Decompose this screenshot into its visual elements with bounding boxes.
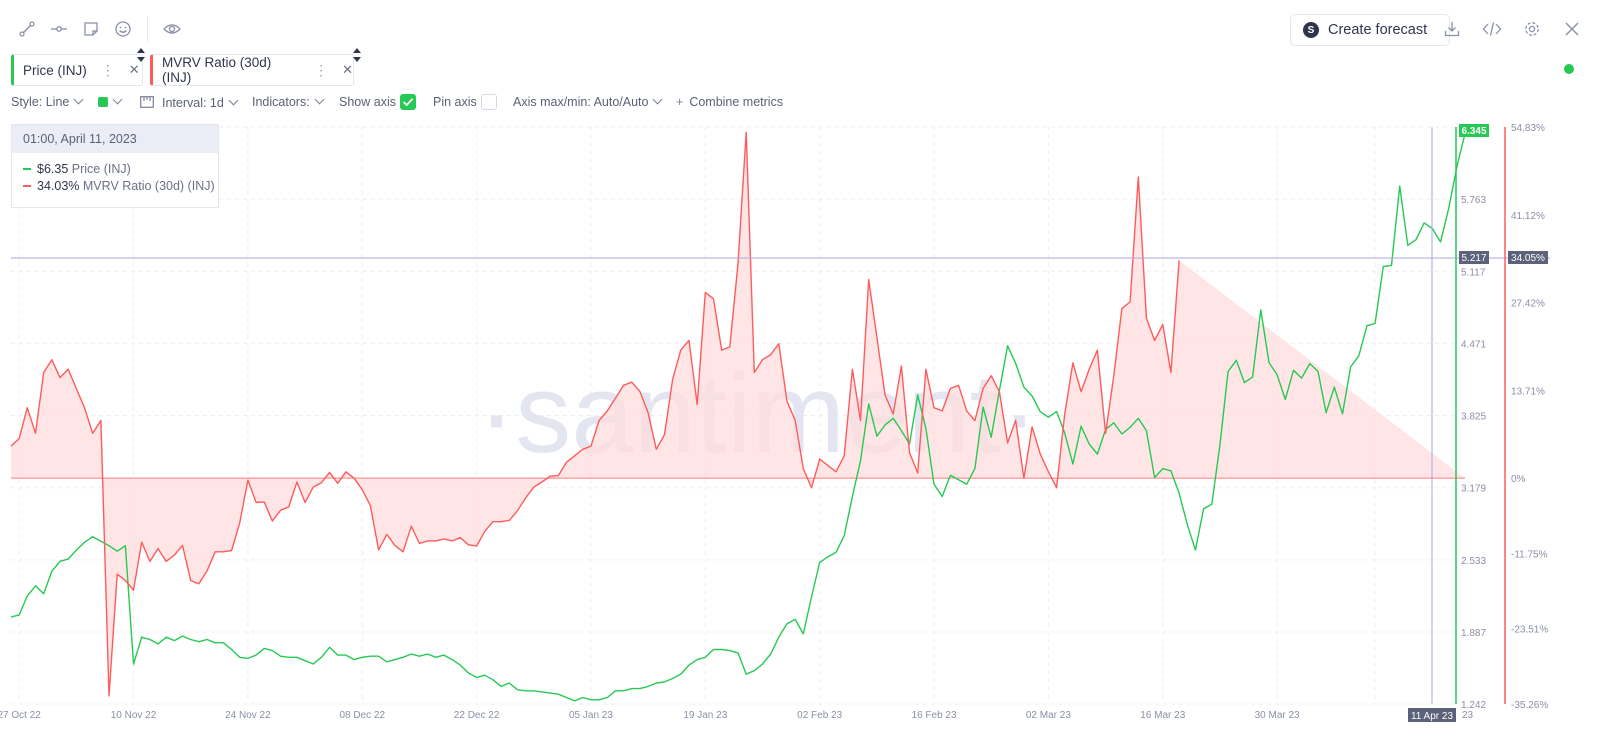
- metric-tab-mvrv[interactable]: MVRV Ratio (30d) (INJ) ⋮ ✕: [150, 54, 354, 86]
- x-axis-tick-label: 02 Feb 23: [797, 710, 842, 721]
- metric-tab-price[interactable]: Price (INJ) ⋮ ✕: [11, 54, 143, 86]
- show-axis-checkbox[interactable]: [400, 94, 416, 110]
- tooltip-date: 01:00, April 11, 2023: [12, 125, 218, 153]
- axis-maxmin-label: Axis max/min: Auto/Auto: [513, 95, 649, 109]
- axis-maxmin-dropdown[interactable]: Axis max/min: Auto/Auto: [513, 94, 663, 109]
- price-axis-tick-label: 5.763: [1461, 195, 1486, 206]
- x-axis-tick-label: 27 Oct 22: [0, 710, 41, 721]
- x-axis-tick-label: 16 Mar 23: [1140, 710, 1185, 721]
- price-axis-tick-label: 5.117: [1461, 267, 1486, 278]
- tooltip-price-name: Price (INJ): [71, 162, 131, 176]
- interval-label: Interval: 1d: [162, 96, 224, 110]
- x-axis-tick-label: 10 Nov 22: [111, 710, 157, 721]
- price-axis-tick-label: 2.533: [1461, 556, 1486, 567]
- ruler-icon: [140, 96, 154, 108]
- live-status-dot: [1564, 64, 1574, 74]
- style-label: Style: Line: [11, 95, 70, 109]
- chart-tooltip: 01:00, April 11, 2023 $6.35 Price (INJ) …: [11, 124, 219, 208]
- series-color-swatch: [98, 97, 108, 107]
- show-axis-label: Show axis: [339, 95, 396, 109]
- mvrv-area: [11, 132, 1465, 696]
- mvrv-axis-tick-label: 41.12%: [1511, 211, 1545, 222]
- settings-icon[interactable]: [1517, 14, 1547, 44]
- x-axis-tick-label: 23: [1462, 710, 1474, 721]
- close-icon[interactable]: [1557, 14, 1587, 44]
- chart-axis-labels: 6.4095.7635.1174.4713.8253.1792.5331.887…: [0, 123, 1548, 722]
- remove-metric-icon[interactable]: ✕: [128, 62, 140, 77]
- crosshair-price-label: 5.217: [1461, 253, 1486, 264]
- interval-dropdown[interactable]: Interval: 1d: [140, 95, 239, 110]
- mvrv-axis-tick-label: 13.71%: [1511, 386, 1545, 397]
- legend-swatch: [23, 168, 31, 170]
- x-axis-tick-label: 22 Dec 22: [454, 710, 500, 721]
- chart-axes: [11, 127, 1550, 704]
- horizontal-line-icon[interactable]: [44, 14, 74, 44]
- note-icon[interactable]: [76, 14, 106, 44]
- color-dropdown[interactable]: [98, 94, 123, 109]
- eye-icon[interactable]: [157, 14, 187, 44]
- toolbar: S Create forecast: [0, 0, 1600, 56]
- tooltip-price-value: $6.35: [37, 162, 69, 176]
- combine-metrics-button[interactable]: + Combine metrics: [676, 95, 783, 109]
- crosshair-date-label: 11 Apr 23: [1411, 711, 1454, 722]
- x-axis-tick-label: 24 Nov 22: [225, 710, 271, 721]
- price-axis-tick-label: 3.179: [1461, 484, 1486, 495]
- emoji-icon[interactable]: [108, 14, 138, 44]
- mvrv-axis-tick-label: 27.42%: [1511, 299, 1545, 310]
- crosshair-mvrv-label: 34.05%: [1511, 253, 1545, 264]
- price-axis-tick-label: 1.887: [1461, 628, 1486, 639]
- crosshair-mvrv-badge: [1508, 251, 1548, 264]
- price-axis-tick-label: 3.825: [1461, 412, 1486, 423]
- x-axis-tick-label: 16 Feb 23: [912, 710, 957, 721]
- style-dropdown[interactable]: Style: Line: [11, 94, 84, 109]
- mvrv-axis-tick-label: -11.75%: [1511, 549, 1548, 560]
- price-axis-tick-label: 1.242: [1461, 700, 1486, 711]
- mvrv-axis-tick-label: 0%: [1511, 474, 1526, 485]
- x-axis-tick-label: 30 Mar 23: [1255, 710, 1300, 721]
- tooltip-row-mvrv: 34.03% MVRV Ratio (30d) (INJ): [23, 179, 215, 193]
- mvrv-axis-tick-label: 54.83%: [1511, 123, 1545, 134]
- mvrv-axis-tick-label: -23.51%: [1511, 625, 1548, 636]
- combine-metrics-label: Combine metrics: [689, 95, 784, 109]
- x-axis-tick-label: 02 Mar 23: [1026, 710, 1071, 721]
- crosshair-price-badge: [1459, 251, 1489, 264]
- price-axis-tick-label: 4.471: [1461, 339, 1486, 350]
- metric-menu-icon[interactable]: ⋮: [100, 61, 115, 78]
- x-axis-tick-label: 05 Jan 23: [569, 710, 613, 721]
- indicators-label: Indicators:: [252, 95, 310, 109]
- chart-settings-bar: Style: Line Interval: 1d Indicators: Sho…: [0, 92, 1600, 116]
- last-price-label: 6.345: [1461, 126, 1486, 137]
- mvrv-axis-tick-label: -35.26%: [1511, 700, 1548, 711]
- santiment-logo-icon: S: [1303, 22, 1319, 38]
- tooltip-row-price: $6.35 Price (INJ): [23, 162, 131, 176]
- crosshair-date-badge: [1408, 708, 1456, 722]
- price-line: [10, 133, 1466, 702]
- create-forecast-label: Create forecast: [1328, 22, 1428, 38]
- tooltip-mvrv-value: 34.03%: [37, 179, 80, 193]
- mvrv-line: [10, 131, 1180, 697]
- create-forecast-button[interactable]: S Create forecast: [1290, 14, 1450, 46]
- download-icon[interactable]: [1437, 14, 1467, 44]
- x-axis-tick-label: 19 Jan 23: [683, 710, 727, 721]
- x-axis-tick-label: 08 Dec 22: [339, 710, 385, 721]
- chart-series: [10, 131, 1466, 702]
- plus-icon: +: [676, 95, 684, 109]
- remove-metric-icon[interactable]: ✕: [342, 62, 353, 77]
- metric-tab-label: Price (INJ): [23, 62, 87, 78]
- metric-menu-icon[interactable]: ⋮: [314, 61, 329, 78]
- legend-swatch: [23, 185, 31, 187]
- pin-axis-label: Pin axis: [433, 95, 477, 109]
- indicators-dropdown[interactable]: Indicators:: [252, 94, 325, 109]
- last-price-badge: [1459, 124, 1489, 137]
- tooltip-mvrv-name: MVRV Ratio (30d) (INJ): [82, 179, 215, 193]
- drag-handle-icon[interactable]: [136, 48, 146, 62]
- code-icon[interactable]: [1477, 14, 1507, 44]
- drag-handle-icon[interactable]: [352, 48, 362, 62]
- toolbar-separator: [147, 16, 148, 42]
- line-tool-icon[interactable]: [12, 14, 42, 44]
- metric-tab-label: MVRV Ratio (30d) (INJ): [162, 55, 272, 85]
- pin-axis-checkbox[interactable]: [481, 94, 497, 110]
